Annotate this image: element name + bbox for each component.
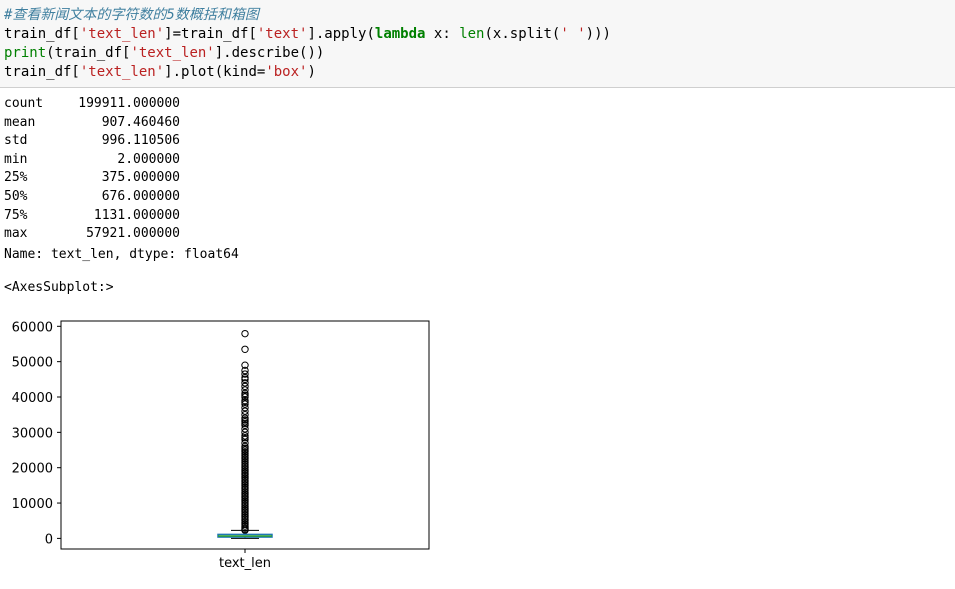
outlier-point: [241, 382, 249, 391]
stat-name: count: [4, 96, 44, 111]
stat-value: 199911.000000: [78, 96, 180, 111]
code-string: 'text_len': [130, 45, 215, 61]
code-token: x:: [425, 26, 460, 42]
code-line-1: #查看新闻文本的字符数的5数概括和箱图: [4, 6, 259, 25]
outlier-point: [241, 403, 249, 412]
outlier-point: [241, 366, 249, 375]
code-token: ].describe()): [214, 45, 325, 61]
code-string: 'text': [256, 26, 308, 42]
outlier-point: [241, 373, 249, 382]
outlier-point: [241, 439, 249, 447]
code-token: ]=train_df[: [164, 26, 257, 42]
code-line-3: print(train_df['text_len'].describe()): [4, 44, 324, 63]
outlier-point: [241, 410, 249, 419]
outlier-point: [241, 428, 249, 437]
code-string: 'box': [265, 64, 308, 80]
y-tick-label: 50000: [12, 356, 53, 371]
y-tick-label: 20000: [12, 462, 53, 477]
code-line-4: train_df['text_len'].plot(kind='box'): [4, 63, 316, 82]
code-token: (x.split(: [484, 26, 561, 42]
code-comment: #查看新闻文本的字符数的5数概括和箱图: [4, 7, 259, 23]
outlier-point: [241, 345, 249, 353]
outlier-point: [241, 379, 249, 387]
y-tick-label: 60000: [12, 320, 53, 335]
code-string: 'text_len': [79, 26, 165, 42]
y-tick-label: 10000: [12, 497, 53, 512]
cell-output-area: count 199911.000000 mean 907.460460 std 996.1…: [0, 89, 955, 589]
stat-value: 1131.000000: [93, 207, 180, 223]
code-token: train_df[: [4, 64, 80, 80]
stat-value: 907.460460: [101, 114, 180, 130]
describe-footer: Name: text_len, dtype: float64: [4, 247, 239, 262]
y-tick-label: 0: [45, 532, 53, 547]
stat-value: 57921.000000: [86, 226, 180, 242]
code-line-2: train_df['text_len']=train_df['text'].ap…: [4, 25, 611, 44]
outlier-point: [241, 442, 249, 451]
code-input-cell[interactable]: #查看新闻文本的字符数的5数概括和箱图 train_df['text_len']…: [0, 0, 955, 88]
code-token: ].plot(kind=: [164, 64, 266, 80]
outlier-point: [241, 425, 249, 433]
y-tick-label: 40000: [12, 391, 53, 406]
code-token: (train_df[: [46, 45, 131, 61]
stat-value: 996.110506: [101, 133, 180, 149]
outlier-point: [241, 396, 249, 405]
outlier-point: [241, 386, 249, 394]
code-builtin: print: [4, 45, 47, 61]
axes-repr: <AxesSubplot:>: [4, 280, 114, 295]
stat-name: min: [4, 151, 28, 167]
outlier-point: [241, 361, 249, 369]
code-string: ' ': [560, 26, 586, 42]
code-token: ))): [585, 26, 611, 42]
stat-name: 75%: [4, 207, 28, 223]
code-keyword: lambda: [374, 26, 426, 42]
outlier-point: [241, 329, 249, 338]
outlier-point: [241, 414, 249, 422]
outlier-point: [241, 370, 249, 378]
stat-name: mean: [4, 114, 36, 130]
x-tick-label: text_len: [219, 556, 271, 571]
stat-name: max: [4, 226, 28, 242]
stat-value: 676.000000: [101, 189, 180, 204]
outlier-point: [241, 432, 249, 440]
stat-name: std: [4, 133, 28, 149]
stat-name: 50%: [4, 189, 28, 204]
code-builtin: len: [459, 26, 485, 42]
code-token: ].apply(: [307, 26, 375, 42]
stat-name: 25%: [4, 170, 28, 186]
outlier-point: [241, 407, 249, 415]
code-string: 'text_len': [79, 64, 165, 80]
code-token: train_df[: [4, 26, 80, 42]
boxplot-chart: 0 10000 20000 30000 40000 50000 60000 text_len: [12, 320, 430, 571]
stat-value: 375.000000: [101, 170, 180, 186]
stat-value: 2.000000: [117, 151, 180, 167]
outlier-point: [241, 389, 249, 398]
code-token: ): [307, 64, 316, 80]
y-tick-label: 30000: [12, 426, 53, 441]
